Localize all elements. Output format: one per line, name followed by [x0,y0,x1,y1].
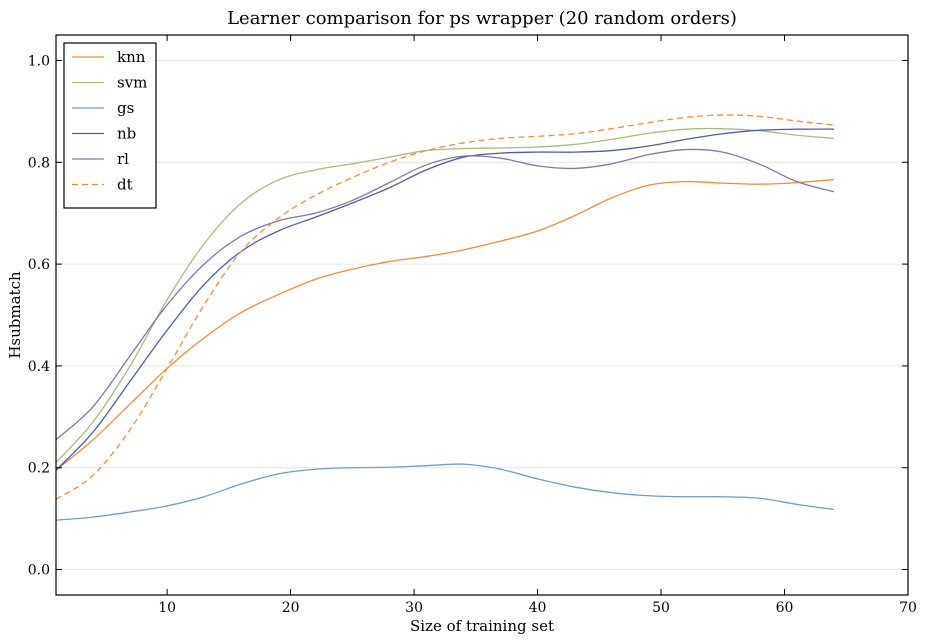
y-tick-label: 0.8 [28,155,50,171]
series-line-svm [55,127,834,464]
x-tick-label: 10 [158,600,176,616]
y-axis: 0.0 0.2 0.4 0.6 0.8 1.0 [28,53,908,579]
gridlines [56,59,908,571]
series-line-dt [55,114,834,500]
legend-label-gs: gs [117,99,134,117]
series-line-gs [55,463,834,521]
x-tick-label: 30 [405,600,423,616]
x-axis: 10 20 30 40 50 60 70 [158,35,917,616]
y-tick-label: 1.0 [28,53,50,69]
legend-label-svm: svm [117,74,147,92]
x-tick-label: 70 [899,600,917,616]
legend: knn svm gs nb rl dt [63,42,157,209]
series-lines [55,114,835,521]
legend-label-knn: knn [117,48,146,66]
x-tick-label: 60 [776,600,794,616]
legend-label-nb: nb [117,125,136,143]
y-tick-label: 0.2 [28,461,50,477]
series-line-nb [55,128,834,471]
series-line-rl [55,148,835,441]
plot-frame [55,34,909,596]
y-tick-label: 0.4 [28,359,50,375]
x-tick-label: 50 [652,600,670,616]
legend-label-rl: rl [117,150,129,168]
chart-title: Learner comparison for ps wrapper (20 ra… [227,8,737,29]
x-tick-label: 20 [282,600,300,616]
y-tick-label: 0.0 [28,563,50,579]
x-axis-title: Size of training set [410,617,554,635]
y-tick-label: 0.6 [28,257,50,273]
series-line-knn [55,178,834,471]
x-tick-label: 40 [529,600,547,616]
y-axis-title: Hsubmatch [6,271,24,359]
legend-label-dt: dt [117,176,133,194]
legend-box [63,42,157,209]
